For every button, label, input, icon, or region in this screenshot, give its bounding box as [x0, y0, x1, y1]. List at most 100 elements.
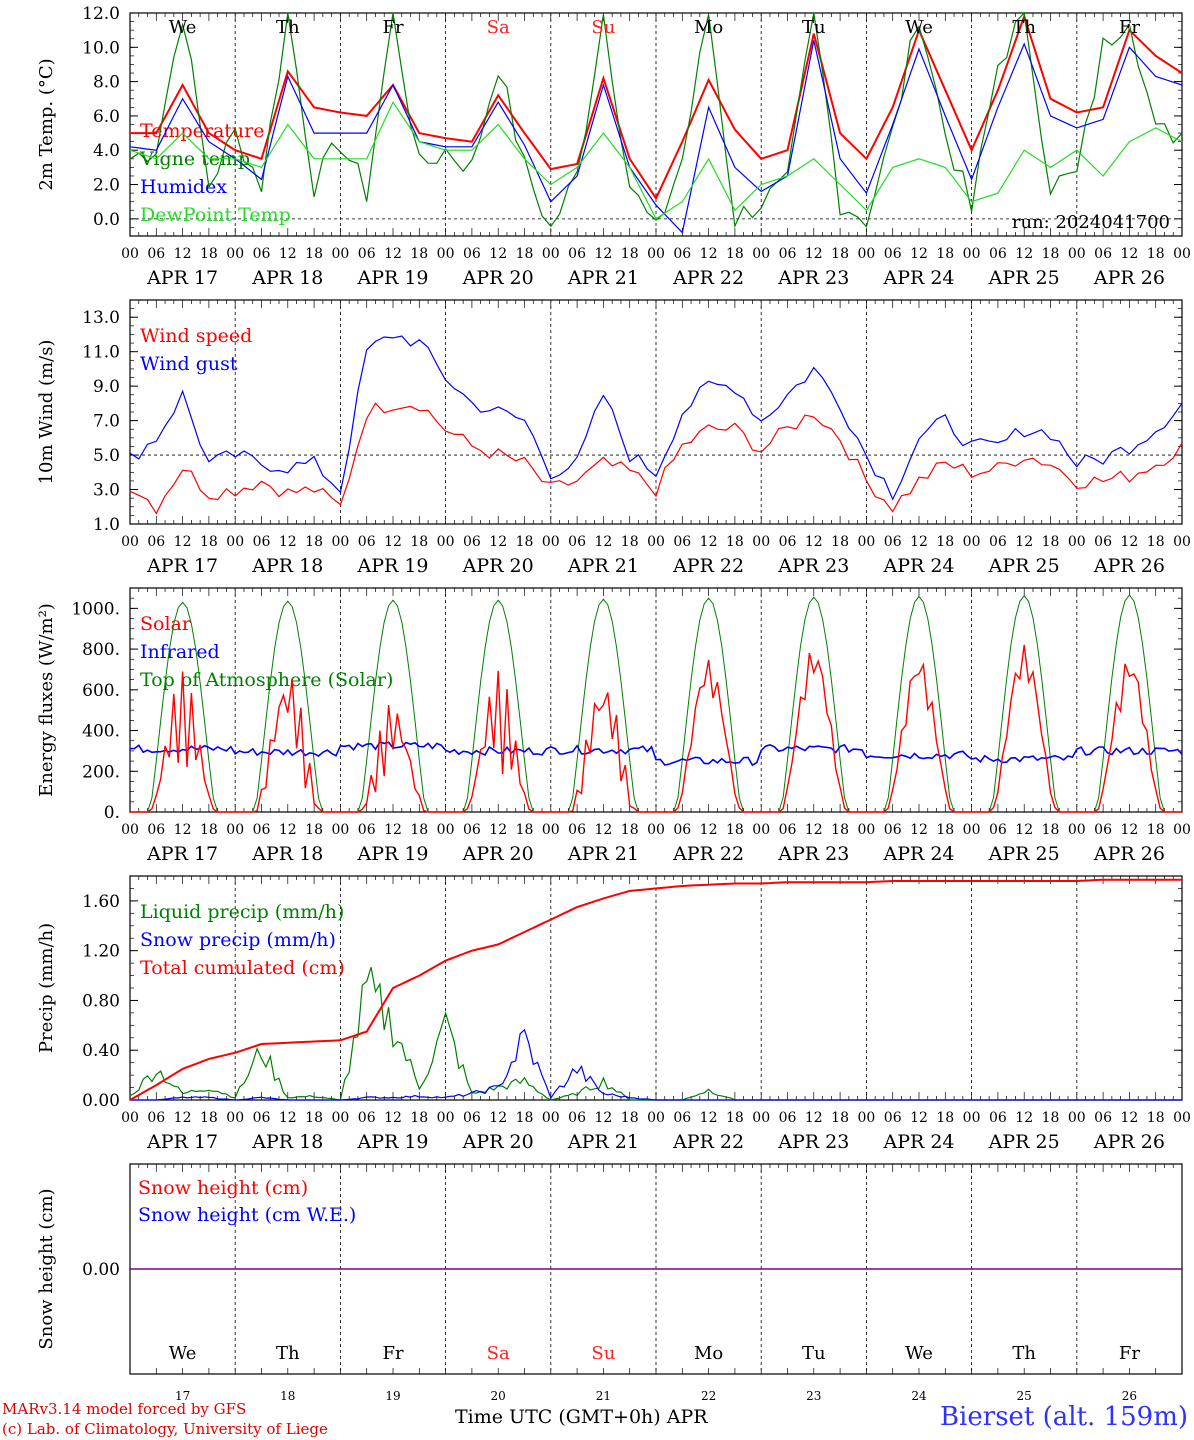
hour-label: 00	[542, 534, 560, 550]
legend-entry: Solar	[140, 613, 192, 635]
hour-label: 06	[884, 246, 902, 262]
weekday-label: Fr	[1119, 1343, 1140, 1364]
hour-label: 18	[516, 246, 534, 262]
hour-label: 18	[621, 822, 639, 838]
hour-label: 00	[857, 534, 875, 550]
day-number-label: 26	[1122, 1389, 1137, 1403]
hour-label: 18	[936, 534, 954, 550]
day-label: APR 25	[988, 267, 1060, 289]
hour-label: 18	[1147, 1110, 1165, 1126]
hour-label: 00	[1068, 1110, 1086, 1126]
hour-label: 18	[200, 822, 218, 838]
y-tick-label: 2.0	[93, 176, 120, 196]
day-number-label: 18	[280, 1389, 295, 1403]
hour-label: 00	[226, 822, 244, 838]
y-tick-label: 1.20	[82, 942, 120, 962]
hour-label: 12	[384, 1110, 402, 1126]
legend-entry: Snow height (cm)	[138, 1177, 308, 1199]
hour-label: 06	[1094, 1110, 1112, 1126]
hour-label: 06	[884, 822, 902, 838]
y-tick-label: 600.	[82, 681, 120, 701]
hour-label: 12	[805, 1110, 823, 1126]
y-tick-label: 7.0	[93, 412, 120, 432]
hour-label: 06	[147, 1110, 165, 1126]
hour-label: 18	[410, 822, 428, 838]
hour-label: 06	[779, 246, 797, 262]
hour-label: 18	[1042, 246, 1060, 262]
hour-label: 06	[989, 246, 1007, 262]
y-tick-label: 11.0	[82, 343, 120, 363]
y-tick-label: 0.40	[82, 1041, 120, 1061]
hour-label: 06	[358, 246, 376, 262]
series-line-1	[130, 1028, 1182, 1101]
y-tick-label: 9.0	[93, 377, 120, 397]
day-label: APR 23	[777, 555, 849, 577]
hour-label: 06	[463, 1110, 481, 1126]
day-label: APR 26	[1093, 1131, 1165, 1153]
hour-label: 06	[463, 822, 481, 838]
day-label: APR 17	[146, 555, 218, 577]
day-label: APR 26	[1093, 555, 1165, 577]
hour-label: 18	[1042, 822, 1060, 838]
hour-label: 00	[331, 534, 349, 550]
hour-label: 12	[384, 534, 402, 550]
legend-entry: Wind speed	[140, 325, 252, 347]
day-label: APR 17	[146, 267, 218, 289]
day-label: APR 25	[988, 555, 1060, 577]
hour-label: 12	[594, 1110, 612, 1126]
y-axis-label: Energy fluxes (W/m²)	[36, 603, 57, 797]
y-tick-label: 3.0	[93, 481, 120, 501]
y-tick-label: 0.	[104, 803, 120, 823]
hour-label: 12	[279, 1110, 297, 1126]
hour-label: 12	[1015, 1110, 1033, 1126]
hour-label: 00	[437, 534, 455, 550]
day-number-label: 25	[1017, 1389, 1032, 1403]
weekday-label: Mo	[694, 17, 723, 38]
day-label: APR 17	[146, 1131, 218, 1153]
hour-label: 06	[463, 246, 481, 262]
y-tick-label: 12.0	[82, 4, 120, 24]
hour-label: 18	[305, 822, 323, 838]
hour-label: 18	[936, 822, 954, 838]
legend-entry: Top of Atmosphere (Solar)	[140, 669, 393, 691]
hour-label: 18	[726, 246, 744, 262]
hour-label: 00	[226, 246, 244, 262]
hour-label: 12	[594, 822, 612, 838]
hour-label: 12	[700, 534, 718, 550]
series-line-2	[129, 878, 1182, 1101]
day-number-label: 24	[911, 1389, 927, 1403]
hour-label: 00	[437, 822, 455, 838]
hour-label: 00	[752, 1110, 770, 1126]
hour-label: 18	[726, 1110, 744, 1126]
series-line-infrared	[130, 741, 1183, 767]
day-number-label: 23	[806, 1389, 821, 1403]
hour-label: 12	[1015, 822, 1033, 838]
hour-label: 18	[621, 1110, 639, 1126]
hour-label: 18	[200, 246, 218, 262]
weekday-label: Sa	[487, 1343, 510, 1364]
hour-label: 06	[253, 246, 271, 262]
hour-label: 18	[1042, 534, 1060, 550]
series-line-0	[129, 402, 1183, 515]
y-tick-label: 5.0	[93, 446, 120, 466]
hour-label: 00	[1173, 534, 1191, 550]
hour-label: 18	[831, 822, 849, 838]
weekday-label: Th	[1012, 1343, 1036, 1364]
series-line-1	[129, 335, 1183, 501]
hour-label: 06	[989, 1110, 1007, 1126]
hour-label: 00	[1068, 246, 1086, 262]
hour-label: 18	[726, 822, 744, 838]
hour-label: 18	[410, 1110, 428, 1126]
weekday-label: We	[905, 17, 933, 38]
hour-label: 06	[253, 822, 271, 838]
hour-label: 18	[305, 246, 323, 262]
y-tick-label: 1.60	[82, 892, 120, 912]
hour-label: 00	[963, 534, 981, 550]
day-label: APR 23	[777, 267, 849, 289]
y-tick-label: 13.0	[82, 308, 120, 328]
y-tick-label: 0.0	[93, 210, 120, 230]
day-label: APR 24	[882, 555, 954, 577]
y-axis-label: Snow height (cm)	[36, 1188, 57, 1349]
hour-label: 12	[700, 1110, 718, 1126]
hour-label: 00	[647, 822, 665, 838]
